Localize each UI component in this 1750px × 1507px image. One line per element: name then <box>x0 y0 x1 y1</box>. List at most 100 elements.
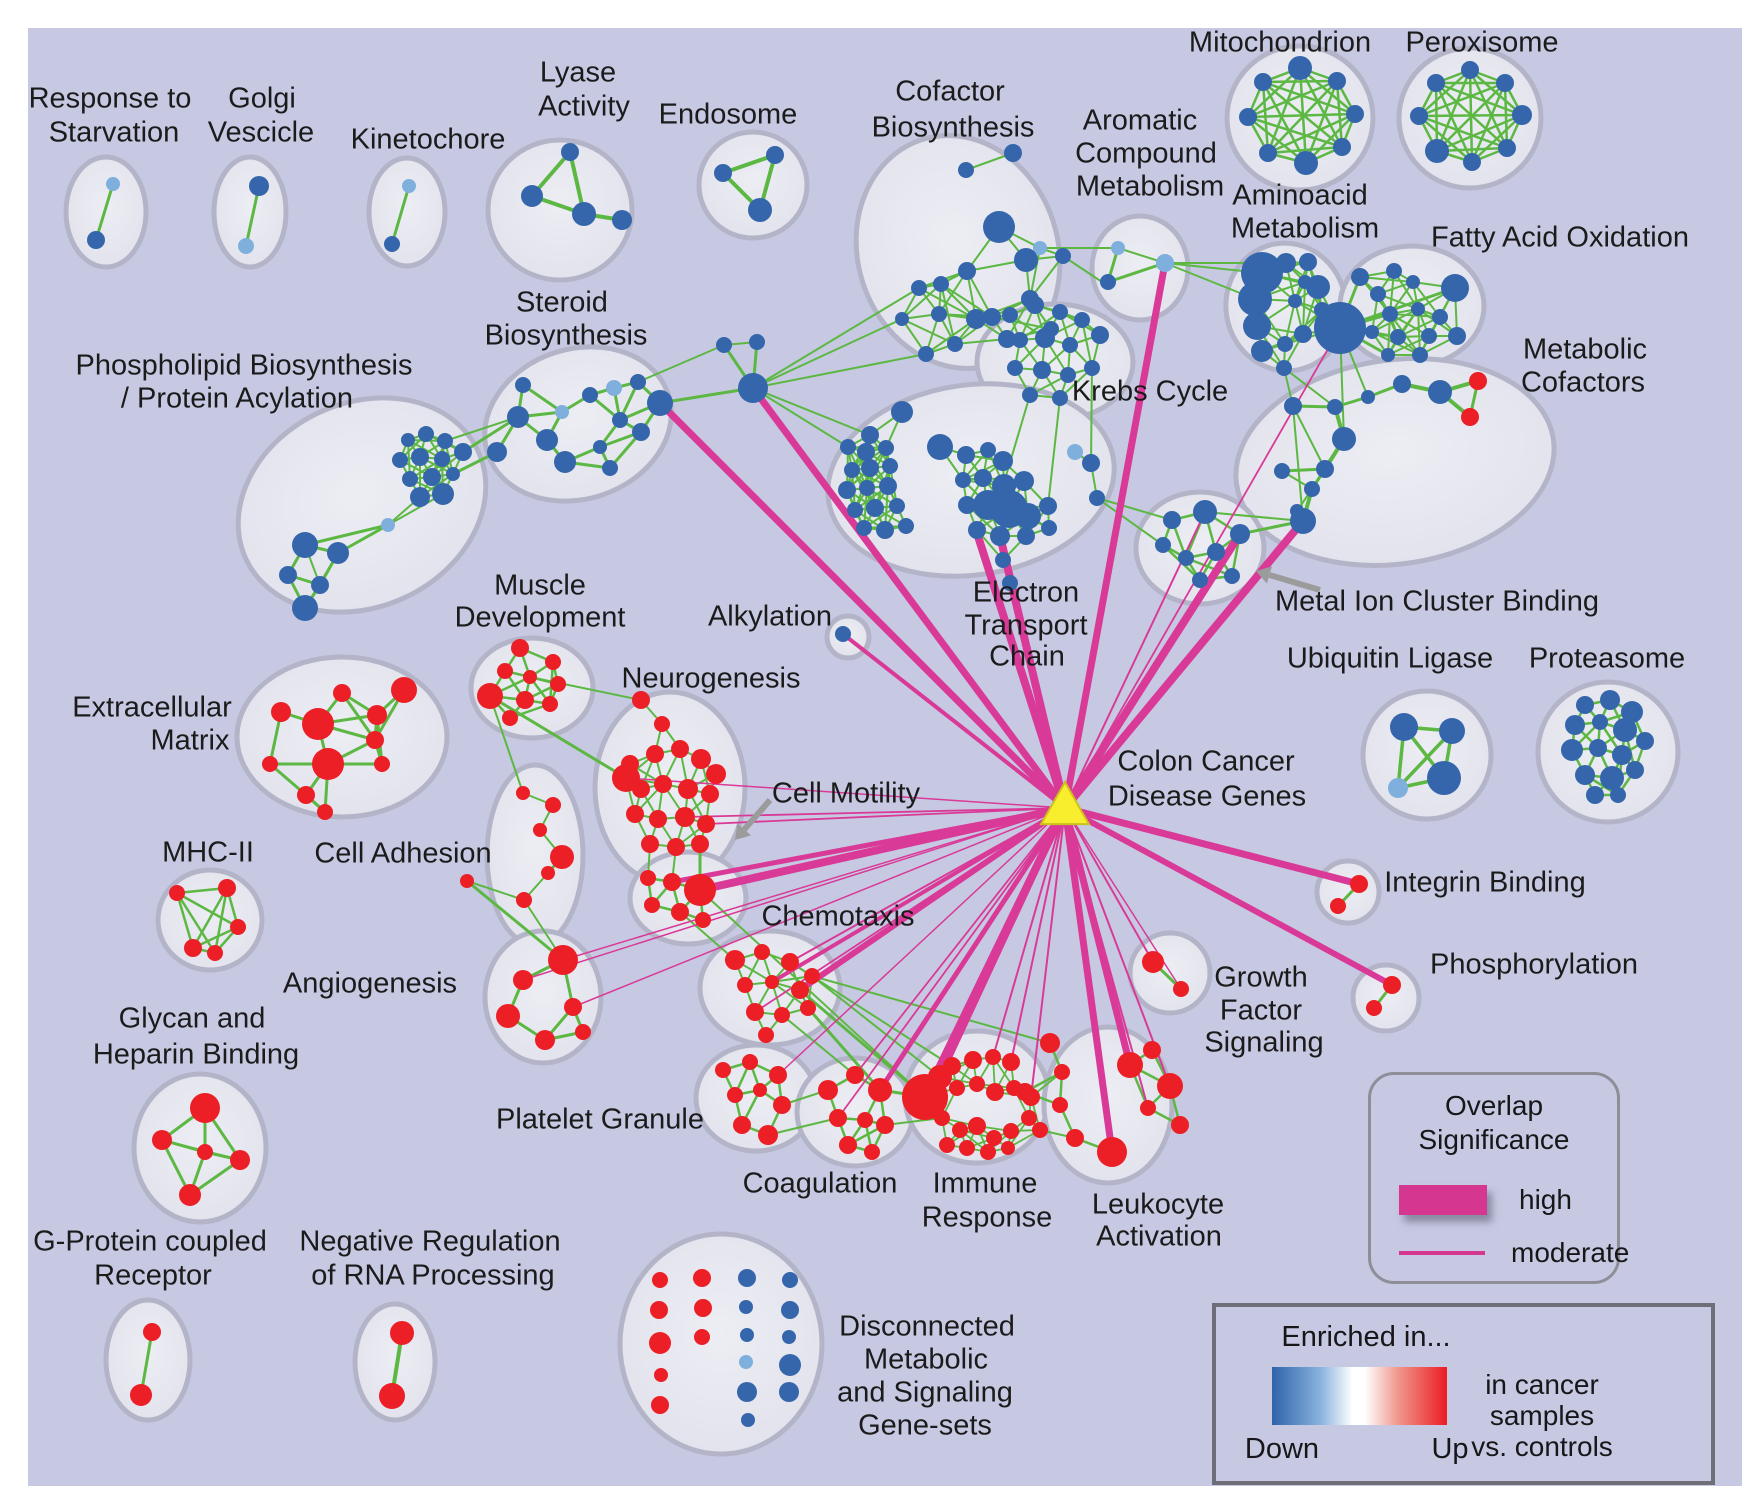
aminoacid-metabolism-node <box>1251 340 1273 362</box>
overlap-moderate-edge <box>684 807 1066 818</box>
leukocyte-activation-label: Leukocyte <box>1092 1189 1224 1221</box>
krebs-cycle-node <box>1002 307 1018 323</box>
immune-response-node <box>986 1083 1004 1101</box>
disconnected-gene-sets-node <box>782 1330 796 1344</box>
cell-adhesion-node <box>460 874 474 888</box>
moderate-significance-swatch <box>1399 1251 1485 1255</box>
neurogenesis-node <box>701 785 719 803</box>
metabolic-cofactors-node <box>1327 399 1343 415</box>
coagulation-node <box>829 1109 847 1127</box>
peroxisome-node <box>1512 105 1532 125</box>
enrichment-side-text: in cancer samples vs. controls <box>1446 1369 1638 1462</box>
cell-motility-node <box>671 903 689 921</box>
growth-factor-signaling-label: Signaling <box>1204 1027 1323 1059</box>
disconnected-gene-sets-node <box>781 1301 799 1319</box>
cell-adhesion-node <box>545 797 561 813</box>
immune-response-node <box>952 1122 968 1138</box>
krebs-cycle-node <box>1035 328 1055 348</box>
electron-transport-chain-node <box>1015 503 1041 529</box>
enrichment-side-line2: samples <box>1489 1400 1595 1431</box>
connector-node-node <box>738 373 768 403</box>
peroxisome-node <box>1410 107 1428 125</box>
enrichment-down-label: Down <box>1244 1433 1320 1465</box>
mhc-ii-node <box>169 885 185 901</box>
cell-adhesion-node <box>533 823 547 837</box>
extracellular-matrix-node <box>333 684 351 702</box>
integrin-binding-node <box>1350 875 1368 893</box>
platelet-granule-node <box>758 1125 778 1145</box>
neurogenesis-node <box>632 691 650 709</box>
proteasome-label: Proteasome <box>1529 643 1685 675</box>
peroxisome-node <box>1425 139 1449 163</box>
bridge-edge <box>1096 497 1164 546</box>
disconnected-gene-sets-node <box>654 1368 668 1382</box>
mitochondrion-node <box>1294 151 1318 175</box>
electron-transport-chain-node <box>974 469 992 487</box>
bridge-edge <box>781 1014 856 1076</box>
disconnected-gene-sets-ellipse <box>617 1231 825 1457</box>
krebs-cycle-node <box>1022 387 1038 403</box>
metabolic-cofactors-node <box>1274 463 1290 479</box>
overlap-moderate-edge <box>992 807 1066 1058</box>
enrichment-side-line3: vs. controls <box>1471 1431 1613 1462</box>
mhc-ii-node <box>207 945 223 961</box>
phospholipid-biosynthesis-node <box>410 487 430 507</box>
electron-transport-chain-node <box>993 451 1013 471</box>
nodes <box>87 56 1654 1427</box>
disconnected-gene-sets-label: Disconnected <box>839 1311 1015 1343</box>
coagulation-node <box>818 1080 838 1100</box>
fatty-acid-oxidation-node <box>1448 327 1466 345</box>
immune-response-node <box>1001 1141 1015 1155</box>
phospholipid-biosynthesis-node <box>401 433 415 447</box>
metabolic-cofactors-node <box>1290 508 1316 534</box>
cofactor-biosynthesis-node <box>933 276 949 292</box>
legend-overlap-significance: Overlap Significance high moderate <box>1368 1072 1629 1284</box>
muscle-development-node <box>545 654 561 670</box>
neurogenesis-node <box>678 779 698 799</box>
overlap-high-edge <box>749 384 1069 812</box>
steroid-biosynthesis-node <box>647 390 673 416</box>
electron-transport-chain-node <box>889 498 905 514</box>
leukocyte-activation-node <box>1097 1137 1127 1167</box>
legend-overlap-title-line2: Significance <box>1418 1124 1570 1155</box>
enrichment-up-label: Up <box>1431 1433 1469 1465</box>
immune-response-node <box>949 1080 965 1096</box>
kinetochore-edge <box>390 184 411 246</box>
aminoacid-metabolism-node <box>1276 360 1292 376</box>
cofactor-biosynthesis-node <box>983 308 1001 326</box>
response-to-starvation-label: Response to <box>29 83 192 115</box>
cell-motility-label: Cell Motility <box>772 778 921 810</box>
krebs-cycle-node <box>1084 360 1100 376</box>
endosome-node <box>714 164 732 182</box>
mitochondrion-edge <box>1266 112 1357 155</box>
leukocyte-activation-node <box>1054 1064 1070 1080</box>
phospholipid-biosynthesis-node <box>432 483 454 505</box>
electron-transport-chain-node <box>844 462 860 478</box>
platelet-granule-node <box>715 1062 731 1078</box>
aromatic-compound-metabolism-label: Metabolism <box>1076 171 1224 203</box>
extracellular-matrix-node <box>262 756 278 772</box>
muscle-development-node <box>477 683 503 709</box>
immune-response-node <box>964 1051 982 1069</box>
response-to-starvation-node <box>106 177 120 191</box>
electron-transport-chain-node <box>1017 527 1035 545</box>
legend-overlap-title: Overlap Significance <box>1371 1089 1617 1157</box>
electron-transport-chain-label: Electron <box>973 577 1079 609</box>
aminoacid-metabolism-node <box>1306 275 1330 299</box>
steroid-biosynthesis-node <box>612 412 628 428</box>
cofactor-biosynthesis-edge <box>901 283 942 320</box>
immune-response-node <box>968 1117 986 1135</box>
metabolic-cofactors-node <box>1469 372 1487 390</box>
extracellular-matrix-label: Extracellular <box>72 692 232 724</box>
fatty-acid-oxidation-node <box>1365 325 1379 339</box>
cofactor-biosynthesis-edge <box>901 318 956 345</box>
phospholipid-biosynthesis-node <box>327 542 349 564</box>
bridge-edge <box>798 988 927 1099</box>
proteasome-node <box>1610 787 1626 803</box>
electron-transport-chain-node <box>1089 490 1105 506</box>
proteasome-node <box>1621 701 1643 723</box>
krebs-cycle-edge <box>1081 319 1093 369</box>
cofactor-biosynthesis-node <box>958 262 976 280</box>
fatty-acid-oxidation-node <box>1432 309 1448 325</box>
